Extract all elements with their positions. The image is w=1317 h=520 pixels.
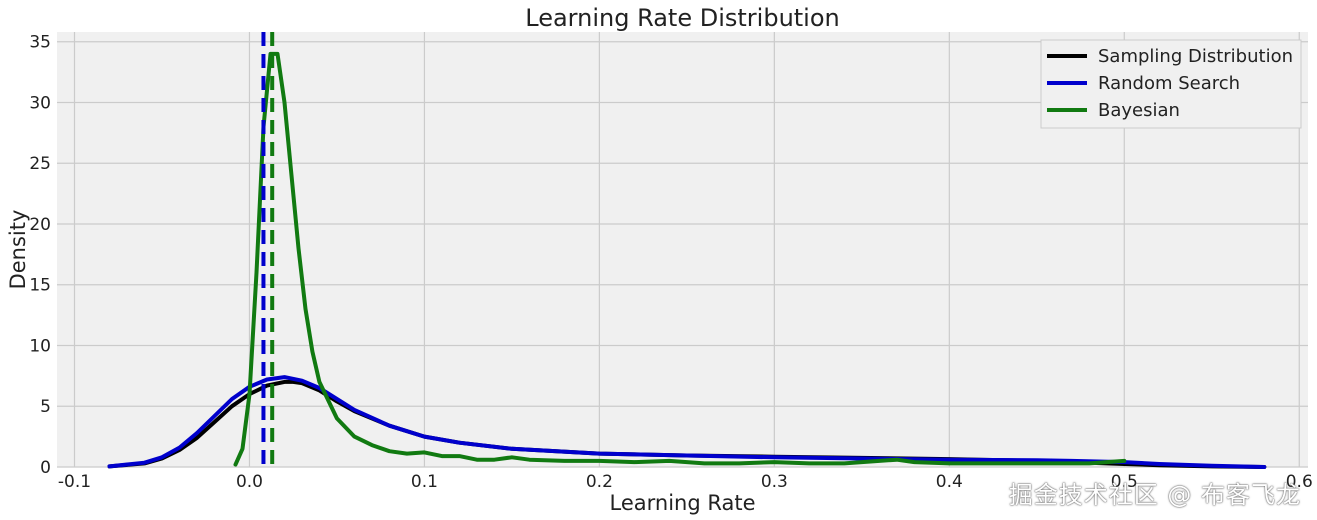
watermark: 掘金技术社区 @ 布客飞龙 — [1008, 481, 1301, 509]
y-tick-label: 0 — [40, 458, 51, 478]
x-tick-label: 0.3 — [761, 472, 788, 492]
y-axis-label: Density — [6, 210, 30, 290]
x-axis-label: Learning Rate — [610, 491, 756, 515]
x-tick-label: 0.6 — [1286, 472, 1313, 492]
legend-label: Sampling Distribution — [1098, 46, 1293, 67]
series-line-random-search — [107, 375, 1267, 469]
y-tick-label: 25 — [29, 154, 51, 174]
legend-label: Bayesian — [1098, 100, 1180, 121]
x-tick-label: -0.1 — [58, 472, 91, 492]
y-tick-label: 5 — [40, 397, 51, 417]
legend: Sampling Distribution Random Search Bayesi… — [1040, 39, 1302, 129]
series-line-bayesian — [233, 51, 1127, 467]
y-tick-label: 15 — [29, 276, 51, 296]
legend-label: Random Search — [1098, 73, 1240, 94]
x-tick-label: 0.5 — [1111, 472, 1138, 492]
y-tick-label: 20 — [29, 215, 51, 235]
x-tick-label: 0.0 — [236, 472, 263, 492]
y-tick-label: 35 — [29, 33, 51, 53]
x-tick-label: 0.2 — [586, 472, 613, 492]
x-tick-label: 0.1 — [411, 472, 438, 492]
y-tick-label: 10 — [29, 336, 51, 356]
x-tick-label: 0.4 — [936, 472, 963, 492]
chart-title: Learning Rate Distribution — [525, 4, 840, 32]
y-tick-label: 30 — [29, 93, 51, 113]
